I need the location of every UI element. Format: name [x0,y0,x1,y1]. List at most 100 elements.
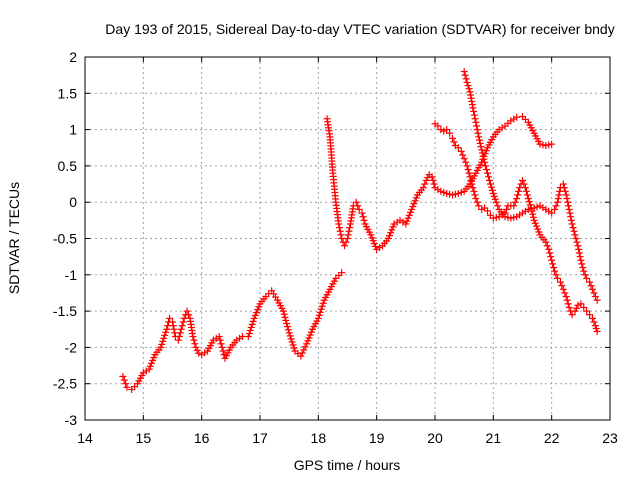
trace-point-sat-d [575,249,583,257]
trace-point-sat-c [561,289,569,297]
trace-point-sat-c [465,169,473,177]
data-point-sat-a [119,372,127,380]
data-point-sat-d [580,267,588,275]
trace-point-sat-d [576,253,584,261]
data-point-sat-c [551,267,559,275]
data-point-sat-c [548,256,556,264]
trace-point-sat-d [587,282,595,290]
trace-point-sat-b [346,224,354,232]
trace-point-sat-a [248,320,256,328]
data-point-sat-c [559,285,567,293]
trace-point-sat-d [552,202,560,210]
data-point-sat-b [358,209,366,217]
data-point-sat-a [177,325,185,333]
x-tick-label: 15 [136,430,152,446]
trace-point-sat-c [547,253,555,261]
trace-point-sat-d [461,71,469,79]
data-point-sat-c [472,195,480,203]
data-point-sat-c [443,126,451,134]
trace-point-sat-a [288,338,296,346]
data-point-sat-d [583,274,591,282]
trace-point-sat-b [430,180,438,188]
trace-point-sat-d [473,122,481,130]
trace-point-sat-a [300,346,308,354]
data-point-sat-c [593,327,601,335]
trace-point-sat-a [290,344,298,352]
data-point-sat-a [163,325,171,333]
data-point-sat-c [565,303,573,311]
data-point-sat-d [589,285,596,293]
data-point-sat-b [548,140,556,148]
data-point-sat-a [123,383,131,391]
y-tick-label: 1 [69,122,77,138]
y-tick-label: 0.5 [58,158,78,174]
trace-point-sat-c [563,296,571,304]
data-point-sat-c [466,173,474,181]
trace-point-sat-c [564,300,572,308]
y-tick-label: 0 [69,194,77,210]
trace-point-sat-a [160,334,168,342]
data-point-sat-c [556,278,564,286]
trace-point-sat-c [468,180,476,188]
trace-point-sat-c [464,166,472,174]
trace-point-sat-c [523,191,531,199]
trace-point-sat-a [284,326,292,334]
trace-point-sat-d [487,183,495,191]
trace-point-sat-a [158,340,166,348]
data-point-sat-a [157,343,165,351]
data-point-sat-d [593,296,601,304]
axis-ticks: 14 15 16 17 18 19 20 21 22 23-3-2.5-2-1.5-1-0.500… [53,49,618,446]
data-point-sat-c [434,122,442,130]
trace-point-sat-a [216,336,224,344]
data-point-sat-d [568,220,576,228]
trace-point-sat-a [315,311,323,319]
trace-point-sat-d [494,202,502,210]
trace-point-sat-d [573,238,581,246]
trace-point-sat-c [543,242,551,250]
x-tick-label: 22 [544,430,560,446]
trace-point-sat-d [462,75,470,83]
trace-point-sat-d [554,195,562,203]
trace-point-sat-c [514,191,522,199]
y-tick-label: 1.5 [58,85,78,101]
data-point-sat-a [314,314,322,322]
trace-point-sat-a [298,349,306,357]
data-point-sat-b [335,220,343,228]
trace-point-sat-c [546,249,554,257]
trace-point-sat-d [590,289,598,297]
trace-point-sat-a [319,299,327,307]
trace-point-sat-c [549,260,557,268]
y-tick-label: -1 [65,267,78,283]
x-tick-label: 16 [194,430,210,446]
data-point-sat-c [460,155,468,163]
data-point-sat-c [554,274,561,282]
data-point-sat-c [475,202,483,210]
x-tick-label: 19 [369,430,385,446]
trace-point-sat-a [161,331,169,339]
trace-point-sat-d [485,176,493,184]
data-point-sat-d [475,133,483,141]
trace-point-sat-a [281,313,289,321]
trace-point-sat-a [190,336,198,344]
data-point-sat-c [516,184,524,192]
trace-point-sat-a [169,322,177,330]
trace-point-sat-d [483,166,491,174]
trace-point-sat-c [511,198,519,206]
x-tick-label: 20 [427,430,443,446]
x-tick-label: 14 [77,430,93,446]
y-tick-label: -0.5 [53,231,77,247]
trace-point-sat-a [247,323,255,331]
data-point-sat-b [419,184,427,192]
trace-point-sat-b [354,202,362,210]
trace-point-sat-a [246,326,254,334]
trace-point-sat-a [245,329,253,337]
data-point-sat-c [454,144,462,152]
plot-frame [84,56,611,421]
x-tick-label: 17 [252,430,268,446]
trace-point-sat-c [471,191,479,199]
trace-point-sat-d [480,155,488,163]
data-point-sat-c [463,162,471,170]
data-point-sat-d [559,180,567,188]
data-point-sat-a [215,333,223,341]
